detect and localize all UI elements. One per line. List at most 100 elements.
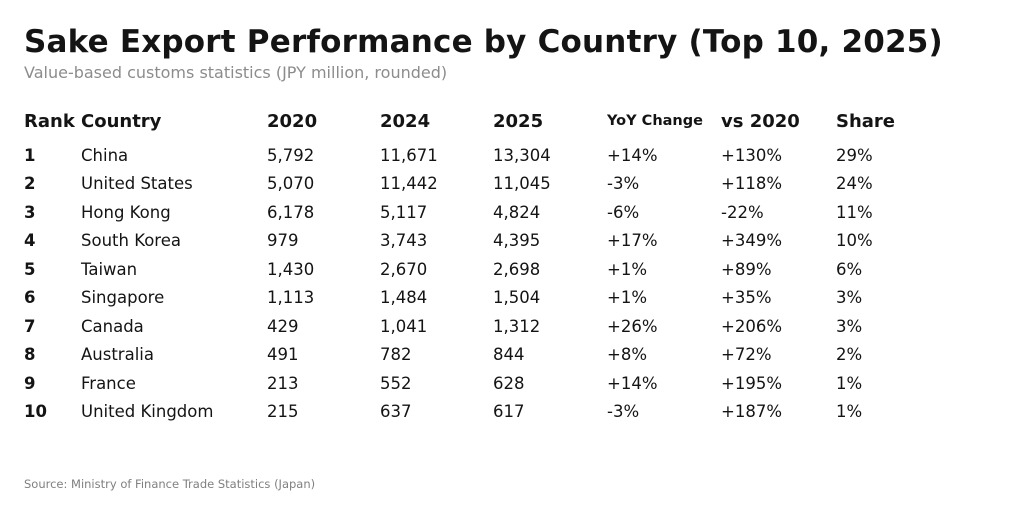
cell-vs-2020: +195% xyxy=(721,373,782,393)
cell-yoy-change: +26% xyxy=(607,316,658,336)
cell-rank: 6 xyxy=(24,288,36,308)
cell-rank: 3 xyxy=(24,202,36,222)
table-row: 5 Taiwan 1,430 2,670 2,698 +1% +89% 6% xyxy=(24,255,1000,284)
cell-rank: 8 xyxy=(24,345,36,365)
cell-2025: 1,312 xyxy=(493,316,541,336)
cell-2024: 637 xyxy=(380,402,412,422)
cell-vs-2020: +206% xyxy=(721,316,782,336)
table-row: 9 France 213 552 628 +14% +195% 1% xyxy=(24,369,1000,398)
cell-2020: 979 xyxy=(267,231,299,251)
table-row: 2 United States 5,070 11,442 11,045 -3% +118% 2… xyxy=(24,170,1000,199)
cell-share: 6% xyxy=(836,259,863,279)
cell-rank: 4 xyxy=(24,231,36,251)
cell-vs-2020: +349% xyxy=(721,231,782,251)
cell-2024: 2,670 xyxy=(380,259,428,279)
table-row: 8 Australia 491 782 844 +8% +72% 2% xyxy=(24,341,1000,370)
table-row: 6 Singapore 1,113 1,484 1,504 +1% +35% 3% xyxy=(24,284,1000,313)
cell-rank: 10 xyxy=(24,402,47,422)
cell-2024: 782 xyxy=(380,345,412,365)
cell-vs-2020: -22% xyxy=(721,202,764,222)
table-row: 10 United Kingdom 215 637 617 -3% +187% 1% xyxy=(24,398,1000,427)
cell-share: 24% xyxy=(836,174,873,194)
cell-country: France xyxy=(81,373,136,393)
page-title: Sake Export Performance by Country (Top … xyxy=(24,24,943,60)
source-note: Source: Ministry of Finance Trade Statis… xyxy=(24,477,316,491)
cell-2024: 552 xyxy=(380,373,412,393)
cell-vs-2020: +118% xyxy=(721,174,782,194)
table-header-row: Rank Country 2020 2024 2025 YoY Change vs 2020… xyxy=(24,106,1000,136)
cell-2025: 2,698 xyxy=(493,259,541,279)
cell-country: China xyxy=(81,145,129,165)
cell-yoy-change: -3% xyxy=(607,402,640,422)
cell-vs-2020: +35% xyxy=(721,288,772,308)
cell-country: South Korea xyxy=(81,231,181,251)
cell-yoy-change: +1% xyxy=(607,288,648,308)
cell-2025: 11,045 xyxy=(493,174,551,194)
cell-2025: 628 xyxy=(493,373,525,393)
table-row: 7 Canada 429 1,041 1,312 +26% +206% 3% xyxy=(24,312,1000,341)
table-row: 1 China 5,792 11,671 13,304 +14% +130% 29% xyxy=(24,141,1000,170)
column-header-2020: 2020 xyxy=(267,110,318,132)
cell-share: 1% xyxy=(836,402,863,422)
cell-share: 1% xyxy=(836,373,863,393)
cell-country: Singapore xyxy=(81,288,165,308)
cell-2024: 5,117 xyxy=(380,202,428,222)
cell-yoy-change: +14% xyxy=(607,373,658,393)
cell-country: United States xyxy=(81,174,193,194)
cell-yoy-change: +8% xyxy=(607,345,648,365)
cell-country: Australia xyxy=(81,345,154,365)
cell-share: 10% xyxy=(836,231,873,251)
column-header-2025: 2025 xyxy=(493,110,544,132)
cell-rank: 7 xyxy=(24,316,36,336)
cell-share: 3% xyxy=(836,288,863,308)
page-subtitle: Value-based customs statistics (JPY mill… xyxy=(24,63,448,82)
table-row: 3 Hong Kong 6,178 5,117 4,824 -6% -22% 11% xyxy=(24,198,1000,227)
cell-rank: 2 xyxy=(24,174,36,194)
cell-country: Hong Kong xyxy=(81,202,171,222)
cell-2025: 4,395 xyxy=(493,231,541,251)
cell-vs-2020: +187% xyxy=(721,402,782,422)
cell-2025: 844 xyxy=(493,345,525,365)
cell-vs-2020: +72% xyxy=(721,345,772,365)
cell-2025: 617 xyxy=(493,402,525,422)
cell-2020: 491 xyxy=(267,345,299,365)
cell-share: 3% xyxy=(836,316,863,336)
cell-2020: 1,113 xyxy=(267,288,315,308)
column-header-2024: 2024 xyxy=(380,110,431,132)
cell-2024: 11,671 xyxy=(380,145,438,165)
cell-yoy-change: +17% xyxy=(607,231,658,251)
cell-country: Taiwan xyxy=(81,259,138,279)
cell-2020: 6,178 xyxy=(267,202,315,222)
table-row: 4 South Korea 979 3,743 4,395 +17% +349% 10% xyxy=(24,227,1000,256)
cell-share: 2% xyxy=(836,345,863,365)
cell-2024: 1,041 xyxy=(380,316,428,336)
column-header-yoy-change: YoY Change xyxy=(607,113,703,129)
column-header-rank: Rank xyxy=(24,110,75,132)
cell-rank: 5 xyxy=(24,259,36,279)
cell-rank: 1 xyxy=(24,145,36,165)
cell-share: 29% xyxy=(836,145,873,165)
cell-share: 11% xyxy=(836,202,873,222)
cell-yoy-change: -3% xyxy=(607,174,640,194)
cell-2025: 13,304 xyxy=(493,145,551,165)
cell-country: Canada xyxy=(81,316,144,336)
cell-2020: 5,070 xyxy=(267,174,315,194)
cell-yoy-change: +1% xyxy=(607,259,648,279)
cell-rank: 9 xyxy=(24,373,36,393)
cell-2025: 1,504 xyxy=(493,288,541,308)
cell-2020: 213 xyxy=(267,373,299,393)
cell-2025: 4,824 xyxy=(493,202,541,222)
cell-2020: 429 xyxy=(267,316,299,336)
column-header-country: Country xyxy=(81,110,162,132)
cell-2020: 5,792 xyxy=(267,145,315,165)
table-body: 1 China 5,792 11,671 13,304 +14% +130% 29% 2 Unit… xyxy=(24,141,1000,426)
cell-2020: 1,430 xyxy=(267,259,315,279)
column-header-share: Share xyxy=(836,110,896,132)
cell-2020: 215 xyxy=(267,402,299,422)
cell-country: United Kingdom xyxy=(81,402,214,422)
export-table: Rank Country 2020 2024 2025 YoY Change vs 2020… xyxy=(24,106,1000,426)
cell-vs-2020: +89% xyxy=(721,259,772,279)
cell-2024: 3,743 xyxy=(380,231,428,251)
cell-2024: 11,442 xyxy=(380,174,438,194)
